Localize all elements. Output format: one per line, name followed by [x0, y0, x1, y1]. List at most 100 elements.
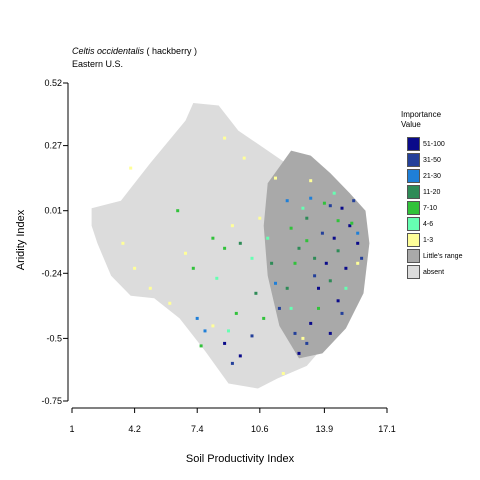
legend-title: Importance Value — [401, 110, 471, 130]
legend-swatch — [407, 233, 420, 247]
data-point — [191, 266, 195, 270]
data-point — [227, 329, 230, 333]
data-point — [211, 324, 215, 328]
data-point — [313, 274, 317, 278]
legend-label: 1-3 — [423, 236, 434, 244]
y-tick-label: -0.75 — [41, 396, 62, 406]
legend-swatch — [407, 249, 420, 263]
legend-label: 11-20 — [423, 188, 441, 196]
data-point — [293, 331, 297, 335]
legend-swatch — [407, 169, 420, 183]
legend-entry: 4-6 — [407, 217, 433, 231]
legend-label: 21-30 — [423, 172, 441, 180]
data-point — [340, 206, 344, 210]
data-point — [320, 231, 324, 235]
data-point — [350, 221, 354, 225]
data-point — [328, 204, 332, 208]
legend-entry: absent — [407, 265, 444, 279]
legend-entry: 21-30 — [407, 169, 441, 183]
data-point — [133, 266, 137, 270]
legend: Importance Value 51-100 31-50 21-30 11-20 7-… — [401, 110, 471, 279]
data-point — [289, 226, 293, 230]
x-tick-label: 1 — [69, 424, 74, 434]
y-tick-label: 0.52 — [44, 78, 62, 88]
data-point — [328, 331, 332, 335]
data-point — [344, 266, 348, 270]
x-tick-label: 13.9 — [316, 424, 334, 434]
data-point — [340, 311, 344, 315]
y-tick-label: 0.27 — [44, 141, 62, 151]
legend-label: Little's range — [423, 252, 463, 260]
data-point — [230, 361, 234, 365]
data-point — [234, 311, 238, 315]
data-point — [336, 249, 340, 253]
data-point — [211, 236, 215, 240]
data-point — [324, 261, 328, 265]
data-point — [285, 199, 289, 203]
data-point — [223, 246, 227, 250]
x-tick-label: 4.2 — [128, 424, 141, 434]
data-point — [230, 224, 234, 228]
data-point — [322, 201, 326, 205]
data-point — [297, 246, 301, 250]
legend-label: 51-100 — [423, 140, 445, 148]
data-point — [148, 286, 152, 290]
x-tick-label: 10.6 — [251, 424, 269, 434]
data-point — [336, 299, 340, 303]
data-point — [328, 279, 332, 283]
legend-swatch — [407, 185, 420, 199]
species-name: Celtis occidentalis — [72, 46, 145, 56]
range-region-layer — [263, 150, 370, 359]
common-name: ( hackberry ) — [146, 46, 198, 56]
data-point — [176, 209, 180, 213]
data-point — [262, 316, 266, 320]
x-tick-label: 17.1 — [378, 424, 396, 434]
chart-title: Celtis occidentalis ( hackberry ) — [72, 46, 197, 56]
data-point — [199, 344, 203, 348]
data-point — [129, 166, 133, 170]
data-point — [332, 191, 336, 195]
legend-entry: Little's range — [407, 249, 462, 263]
data-point — [360, 256, 364, 260]
data-point — [274, 281, 277, 285]
data-point — [270, 261, 274, 265]
data-point — [289, 306, 293, 310]
data-point — [203, 329, 207, 333]
axes-layer: 1 4.2 7.4 10.6 13.9 17.1 0.52 0.27 0.01 -0.24 -0.5… — [41, 78, 395, 434]
data-point — [195, 316, 199, 320]
legend-entry: 11-20 — [407, 185, 440, 199]
y-axis-label: Aridity Index — [15, 209, 27, 271]
data-point — [254, 291, 258, 295]
data-point — [356, 231, 360, 235]
x-axis-label: Soil Productivity Index — [185, 453, 295, 465]
legend-label: 7-10 — [423, 204, 438, 212]
data-point — [348, 224, 352, 228]
legend-swatch — [407, 153, 420, 167]
importance-points-layer — [121, 136, 364, 375]
data-point — [223, 341, 227, 345]
legend-label: 4-6 — [423, 220, 434, 228]
data-point — [305, 341, 309, 345]
legend-entry: 1-3 — [407, 233, 433, 247]
chart-subtitle: Eastern U.S. — [72, 59, 124, 69]
legend-label: absent — [423, 268, 445, 276]
data-point — [285, 286, 289, 290]
legend-swatch — [407, 265, 420, 279]
data-point — [309, 179, 313, 183]
data-point — [356, 241, 360, 245]
data-point — [250, 334, 254, 338]
legend-entry: 7-10 — [407, 201, 437, 215]
littles-range-region — [263, 150, 370, 359]
data-point — [215, 276, 219, 280]
y-tick-label: 0.01 — [44, 206, 62, 216]
data-point — [313, 256, 317, 260]
data-point — [356, 261, 360, 265]
data-point — [336, 219, 340, 223]
data-point — [344, 286, 348, 290]
data-point — [301, 206, 305, 210]
data-point — [274, 176, 277, 180]
data-point — [297, 351, 301, 355]
data-point — [168, 301, 172, 305]
data-point — [301, 336, 305, 340]
